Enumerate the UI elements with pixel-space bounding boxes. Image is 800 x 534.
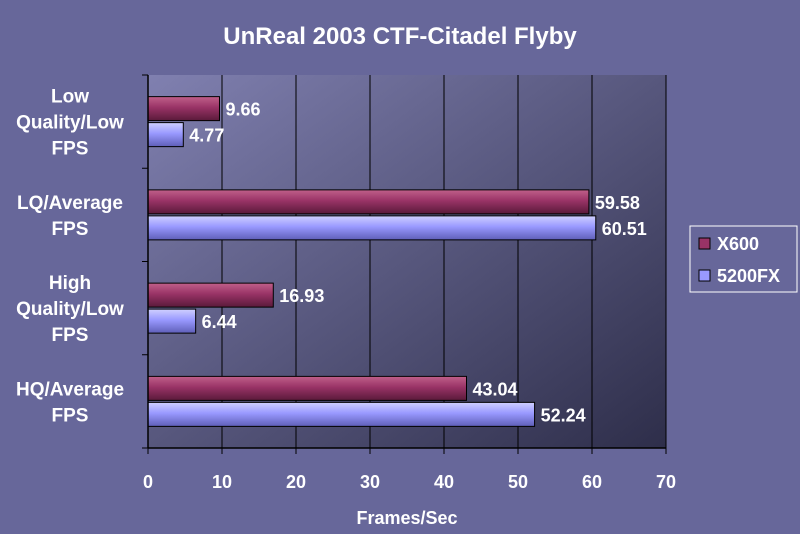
bar-x600 [147,189,590,215]
category-label: High Quality/Low FPS [16,273,124,346]
x-tick-label: 70 [656,472,676,492]
gridlines [221,75,667,448]
legend-swatch [698,237,711,250]
data-label: 43.04 [472,379,517,399]
category-label: LQ/Average FPS [17,193,123,240]
data-label: 4.77 [189,126,224,146]
bar-5200fx [147,308,197,334]
category-label: HQ/Average FPS [16,379,124,426]
x-tick-label: 30 [360,472,380,492]
x-tick-label: 50 [508,472,528,492]
legend-swatch [698,269,711,282]
category-label-line: Quality/Low [16,113,124,134]
category-label-line: High [49,273,91,294]
bar-x600 [147,282,274,308]
data-label: 52.24 [541,405,586,425]
legend-label: X600 [717,234,759,254]
chart-title: UnReal 2003 CTF-Citadel Flyby [223,23,577,50]
data-label: 60.51 [602,219,647,239]
category-label-line: LQ/Average [17,193,123,214]
x-tick-label: 60 [582,472,602,492]
x-tick-label: 40 [434,472,454,492]
category-label-line: FPS [52,139,89,160]
category-label-line: FPS [52,219,89,240]
bar-5200fx [147,122,184,148]
bar-x600 [147,375,467,401]
x-tick-label: 20 [286,472,306,492]
bars: 9.66 59.58 16.93 43.04 4.77 60.51 6.44 52.24 [147,96,647,427]
legend-label: 5200FX [717,266,780,286]
x-tick-label: 0 [143,472,153,492]
data-label: 6.44 [202,312,237,332]
bar-x600 [147,96,220,122]
category-label: Low Quality/Low FPS [16,87,124,160]
category-label-line: Low [51,87,89,108]
bar-5200fx [147,215,597,241]
data-label: 16.93 [279,286,324,306]
category-label-line: Quality/Low [16,299,124,320]
x-tick-label: 10 [212,472,232,492]
category-label-line: HQ/Average [16,379,124,400]
legend: X600 5200FX [689,225,798,293]
bar-5200fx [147,401,536,427]
category-label-line: FPS [52,325,89,346]
category-label-line: FPS [52,405,89,426]
x-axis-title: Frames/Sec [356,508,457,528]
data-label: 59.58 [595,193,640,213]
data-label: 9.66 [225,100,260,120]
